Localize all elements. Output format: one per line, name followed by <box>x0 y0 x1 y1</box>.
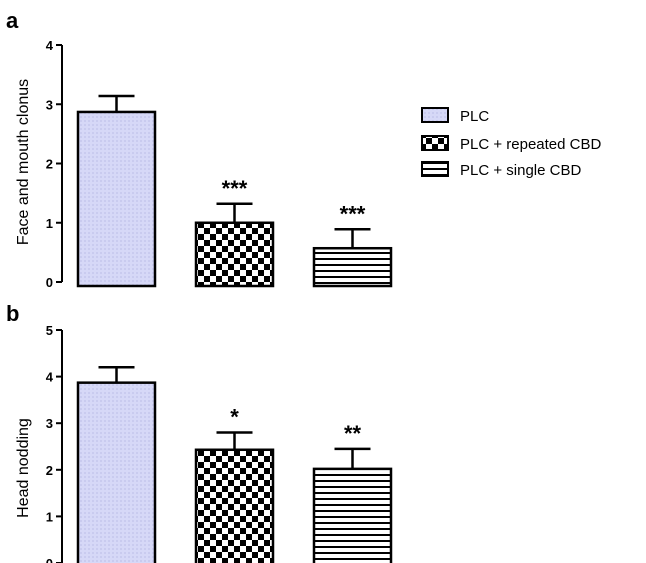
panel-b-plot: 012345*** <box>46 323 393 563</box>
panel-a-significance-mark: *** <box>340 201 366 226</box>
panel-b-y-tick-label: 1 <box>46 509 53 524</box>
panel-a-bar <box>76 110 157 288</box>
panel-a-y-tick-label: 3 <box>46 97 53 112</box>
legend-swatch-plc <box>421 107 449 123</box>
panel-a-y-tick-label: 0 <box>46 275 53 290</box>
panel-b-bar <box>312 467 393 563</box>
panel-a-bar <box>312 246 393 288</box>
legend-swatch-single-cbd <box>421 161 449 177</box>
panel-b-y-tick-label: 5 <box>46 323 53 338</box>
panel-a-y-axis-label: Face and mouth clonus <box>15 79 32 245</box>
panel-a: a Face and mouth clonus 0 1 2 3 4 *** *** <box>6 8 393 290</box>
panel-a-significance-mark: *** <box>222 176 248 201</box>
panel-a-y-tick-label: 4 <box>46 38 54 53</box>
panel-a-y-tick-label: 1 <box>46 216 53 231</box>
panel-a-plot: 0 1 2 3 4 *** *** <box>46 38 393 290</box>
panel-b-y-tick-label: 2 <box>46 463 53 478</box>
panel-b: b Head nodding 012345*** <box>6 301 393 563</box>
panel-b-significance-mark: ** <box>344 421 362 446</box>
panel-a-y-tick-label: 2 <box>46 157 53 172</box>
panel-a-letter: a <box>6 8 19 33</box>
legend-swatch-repeated-cbd <box>421 135 449 151</box>
panel-b-y-tick-label: 4 <box>46 370 54 385</box>
panel-b-significance-mark: * <box>230 405 239 430</box>
panel-b-bar <box>194 448 275 563</box>
panel-b-letter: b <box>6 301 19 326</box>
panel-b-y-tick-label: 0 <box>46 556 53 563</box>
panel-b-y-axis-label: Head nodding <box>15 418 32 518</box>
panel-b-y-tick-label: 3 <box>46 416 53 431</box>
legend-label-single-cbd: PLC + single CBD <box>460 162 581 179</box>
panel-a-bar <box>194 221 275 288</box>
legend-label-plc: PLC <box>460 108 489 125</box>
legend-label-repeated-cbd: PLC + repeated CBD <box>460 136 601 153</box>
legend: PLC PLC + repeated CBD PLC + single CBD <box>421 107 601 179</box>
panel-b-bar <box>76 381 157 563</box>
